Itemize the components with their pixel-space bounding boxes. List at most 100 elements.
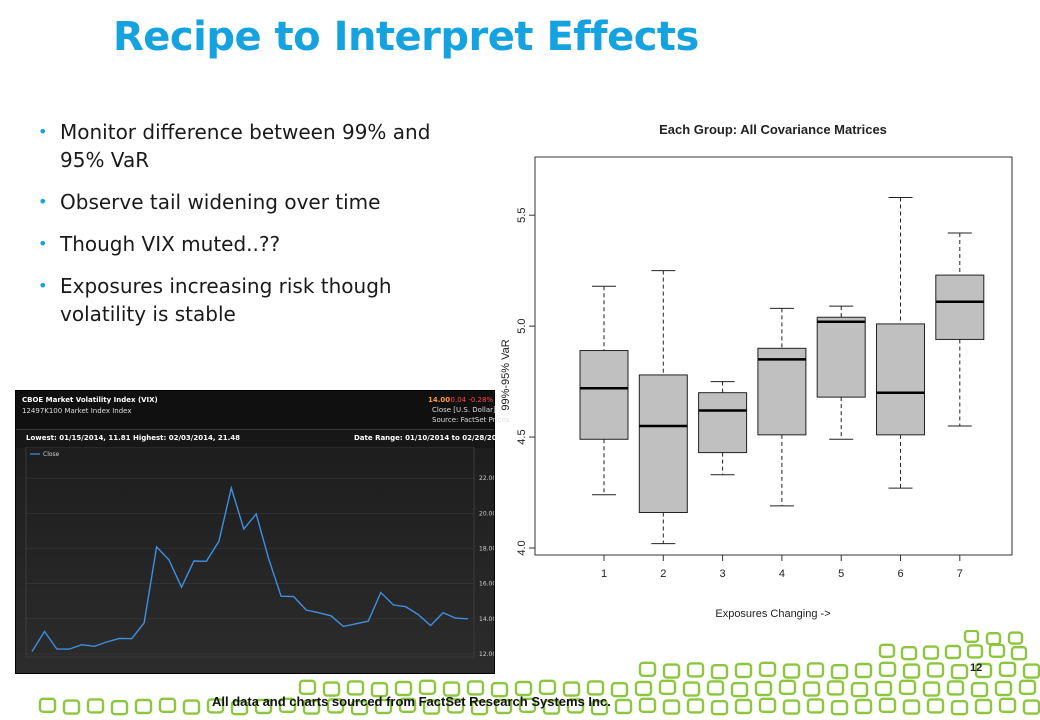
- vix-y-tick-label: 20.00: [479, 510, 494, 517]
- vix-close-line: [31, 485, 469, 652]
- decor-square: [230, 699, 249, 716]
- decor-square: [902, 699, 921, 715]
- decor-square: [778, 679, 797, 695]
- decor-square: [302, 699, 321, 715]
- decor-square: [634, 680, 653, 697]
- decor-square: [988, 643, 1006, 659]
- vix-y-tick-label: 14.00: [479, 616, 494, 623]
- box-iqr: [876, 323, 925, 436]
- decor-square: [1010, 646, 1028, 661]
- decor-square: [854, 662, 873, 679]
- decor-square: [350, 699, 369, 716]
- box-iqr: [816, 316, 866, 398]
- bullet-item: • Monitor difference between 99% and 95% …: [38, 118, 468, 174]
- bullet-item: • Observe tail widening over time: [38, 188, 468, 216]
- decor-square: [134, 698, 153, 715]
- decor-square: [998, 661, 1017, 677]
- decor-square: [38, 697, 57, 714]
- vix-change: -0.04 -0.28%: [448, 396, 494, 404]
- decor-square: [782, 699, 801, 715]
- decor-square: [638, 697, 657, 714]
- decor-square: [926, 662, 945, 678]
- decor-square: [802, 681, 821, 697]
- decor-square: [538, 679, 557, 695]
- y-tick-label: 5.5: [516, 208, 528, 223]
- decor-square: [326, 698, 345, 714]
- bullet-item: • Though VIX muted..??: [38, 230, 468, 258]
- decor-square: [734, 698, 753, 715]
- decor-square: [590, 699, 609, 716]
- decor-square: [322, 681, 341, 697]
- box-group-2: [638, 270, 688, 545]
- decor-square: [686, 662, 705, 678]
- page-number: 12: [970, 662, 983, 674]
- decor-square: [878, 661, 897, 677]
- decor-square: [734, 662, 753, 679]
- vix-line-chart: 24.0022.0020.0018.0016.0014.0012.00Close: [25, 447, 494, 658]
- decor-square: [706, 680, 725, 696]
- decor-square: [1018, 679, 1037, 695]
- box-group-7: [935, 232, 985, 427]
- y-tick-label: 4.5: [516, 429, 528, 444]
- decor-square: [682, 681, 701, 697]
- decor-square: [830, 699, 849, 716]
- decor-square: [470, 699, 489, 716]
- green-squares-decoration: [38, 630, 1040, 716]
- decor-square: [994, 680, 1013, 697]
- decor-square: [278, 697, 297, 714]
- box-group-3: [698, 381, 748, 476]
- decor-square: [874, 680, 893, 697]
- decor-square: [974, 698, 993, 715]
- decor-square: [878, 697, 897, 714]
- bullet-dot-icon: •: [38, 122, 48, 141]
- bullet-dot-icon: •: [38, 234, 48, 253]
- box-group-1: [579, 285, 629, 496]
- y-tick-label: 4.0: [516, 540, 528, 555]
- decor-square: [710, 699, 729, 716]
- y-tick-label: 5.0: [516, 318, 528, 333]
- decor-square: [826, 680, 845, 696]
- box-iqr: [757, 347, 807, 436]
- y-axis-label: 99%-95% VaR: [500, 339, 512, 410]
- decor-square: [158, 697, 177, 714]
- decor-square: [686, 698, 705, 714]
- decor-square: [806, 698, 825, 714]
- bullet-list: • Monitor difference between 99% and 95% …: [38, 118, 468, 342]
- var-boxplot-chart: Each Group: All Covariance Matrices 4.0 4.…: [500, 122, 1013, 620]
- vix-date-range: Date Range: 01/10/2014 to 02/28/2014: [354, 434, 507, 442]
- decor-square: [985, 632, 1002, 646]
- decor-square: [926, 698, 945, 714]
- boxplot-frame: [534, 156, 1013, 556]
- vix-y-tick-label: 12.00: [479, 651, 494, 658]
- decor-square: [946, 680, 965, 696]
- x-tick-label: 7: [957, 568, 963, 580]
- decor-square: [974, 662, 993, 679]
- x-tick-label: 2: [660, 568, 666, 580]
- decor-square: [346, 680, 365, 696]
- decor-square: [394, 680, 413, 697]
- decor-square: [710, 664, 729, 680]
- decor-square: [878, 643, 896, 659]
- decor-square: [1022, 699, 1040, 715]
- decor-square: [1007, 631, 1024, 645]
- decor-square: [950, 699, 969, 716]
- decor-square: [610, 682, 629, 698]
- decor-square: [662, 699, 681, 715]
- decor-square: [422, 699, 441, 715]
- boxplot-title: Each Group: All Covariance Matrices: [659, 122, 887, 137]
- decor-square: [758, 697, 777, 714]
- decor-square: [110, 699, 129, 716]
- decor-square: [966, 644, 984, 659]
- box-group-6: [876, 196, 925, 489]
- footer-source: All data and charts sourced from FactSet…: [212, 694, 611, 709]
- decor-square: [62, 699, 81, 715]
- decor-square: [562, 681, 581, 697]
- decor-square: [614, 698, 633, 715]
- decor-square: [490, 682, 509, 698]
- decor-square: [898, 679, 917, 695]
- vix-low-high: Lowest: 01/15/2014, 11.81 Highest: 02/03…: [26, 434, 241, 442]
- decor-square: [494, 698, 513, 715]
- vix-name: CBOE Market Volatility Index (VIX): [22, 396, 158, 404]
- decor-square: [586, 680, 605, 696]
- vix-code-line: 12497K100 Market Index Index: [22, 407, 132, 415]
